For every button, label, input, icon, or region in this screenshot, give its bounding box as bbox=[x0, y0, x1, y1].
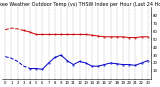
Title: Milwaukee Weather Outdoor Temp (vs) THSW Index per Hour (Last 24 Hours): Milwaukee Weather Outdoor Temp (vs) THSW… bbox=[0, 2, 160, 7]
